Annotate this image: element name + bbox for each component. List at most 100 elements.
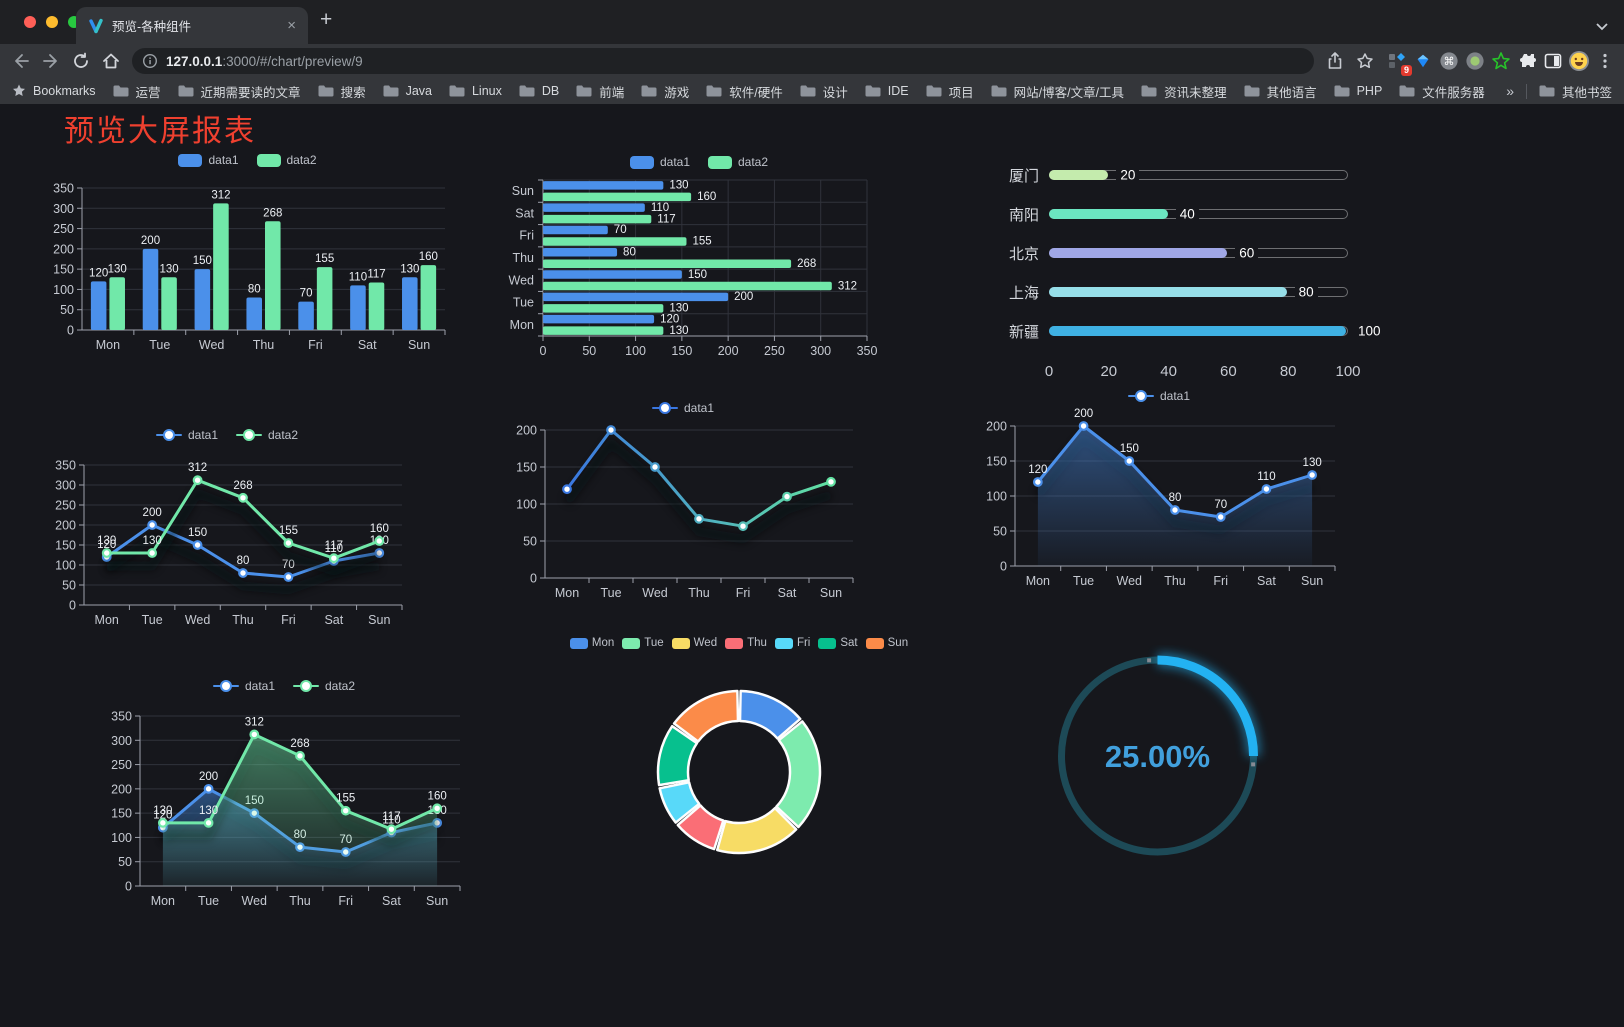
legend-item-data1[interactable]: data1 (155, 428, 218, 442)
progress-fill (1049, 248, 1228, 258)
legend-item-data1[interactable]: data1 (1127, 389, 1190, 403)
progress-row-南阳[interactable]: 南阳 40 (1003, 206, 1348, 224)
bookmark-folder[interactable]: 项目 (926, 82, 974, 101)
svg-text:Sun: Sun (426, 894, 448, 908)
bookmark-folder[interactable]: 资讯未整理 (1141, 82, 1227, 101)
tab-search-chevron-icon[interactable] (1596, 18, 1608, 36)
svg-text:80: 80 (248, 284, 261, 296)
legend-item-Tue[interactable]: Tue (622, 637, 664, 649)
tab-close-icon[interactable]: × (287, 17, 296, 34)
window-minimize-button[interactable] (46, 16, 58, 28)
bookmarks-overflow-button[interactable]: » (1506, 83, 1514, 99)
legend-item-data2[interactable]: data2 (708, 155, 768, 169)
svg-text:110: 110 (325, 543, 343, 555)
bookmark-folder[interactable]: 软件/硬件 (706, 82, 783, 101)
chart-legend: data1 data2 (503, 152, 895, 172)
legend-item-data2[interactable]: data2 (293, 679, 355, 693)
donut-chart[interactable]: Mon Tue Wed Thu Fri Sat Sun (553, 633, 925, 865)
bookmark-folder[interactable]: DB (519, 84, 559, 98)
area-chart-single[interactable]: data1 0 50 100 150 200 Mon Tue Wed Thu Fri Sat Sun 12… (973, 386, 1345, 598)
svg-text:155: 155 (279, 525, 298, 537)
svg-text:268: 268 (263, 207, 282, 219)
legend-item-Sat[interactable]: Sat (818, 637, 858, 649)
legend-item-data1[interactable]: data1 (629, 155, 690, 169)
svg-text:Wed: Wed (242, 894, 268, 908)
legend-item-data1[interactable]: data1 (178, 153, 239, 167)
multi-line-chart[interactable]: data1 data2 0 50 100 150 200 250 300 350 Mon Tue Wed… (42, 425, 412, 637)
progress-row-上海[interactable]: 上海 80 (1003, 284, 1348, 302)
svg-text:0: 0 (125, 880, 132, 894)
url-bar[interactable]: 127.0.0.1:3000/#/chart/preview/9 (132, 48, 1314, 74)
svg-text:Sat: Sat (1257, 574, 1276, 588)
bookmark-folder[interactable]: 文件服务器 (1399, 82, 1485, 101)
progress-row-厦门[interactable]: 厦门 20 (1003, 167, 1348, 185)
svg-text:200: 200 (141, 235, 160, 247)
browser-tab[interactable]: 预览-各种组件 × (76, 7, 308, 44)
progress-row-新疆[interactable]: 新疆 100 (1003, 323, 1385, 341)
gauge-chart[interactable]: 25.00% (1045, 645, 1270, 867)
browser-toolbar: 127.0.0.1:3000/#/chart/preview/9 9 ⌘ (0, 44, 1624, 78)
svg-text:200: 200 (734, 291, 753, 303)
bookmark-folder[interactable]: 前端 (576, 82, 624, 101)
tab-title: 预览-各种组件 (112, 20, 192, 34)
horizontal-bar-chart[interactable]: data1 data2 0 50 100 150 200 250 300 350 Mon Tue Wed… (503, 152, 895, 366)
svg-text:Thu: Thu (512, 251, 534, 265)
svg-text:Sun: Sun (820, 586, 842, 600)
gem-extension-icon[interactable] (1410, 48, 1436, 74)
legend-item-Fri[interactable]: Fri (774, 637, 810, 649)
recorder-extension-icon[interactable] (1462, 48, 1488, 74)
bookmark-folder[interactable]: 运营 (113, 82, 161, 101)
bookmark-folder[interactable]: 搜索 (318, 82, 366, 101)
bookmarks-manager[interactable]: Bookmarks (12, 84, 96, 98)
svg-text:80: 80 (623, 247, 636, 259)
bookmark-folder[interactable]: IDE (865, 84, 909, 98)
legend-item-data2[interactable]: data2 (236, 428, 298, 442)
svg-text:120: 120 (1028, 464, 1047, 476)
legend-item-data1[interactable]: data1 (651, 401, 714, 415)
progress-value: 100 (1354, 323, 1385, 339)
area-chart-multi[interactable]: data1 data2 0 50 100 150 200 250 300 350 Mon Tue Wed… (98, 676, 470, 918)
home-icon[interactable] (96, 46, 126, 76)
legend-item-Thu[interactable]: Thu (725, 637, 767, 649)
svg-text:Mon: Mon (151, 894, 175, 908)
other-bookmarks-folder[interactable]: 其他书签 (1539, 82, 1612, 101)
svg-text:Sun: Sun (408, 338, 430, 352)
progress-row-北京[interactable]: 北京 60 (1003, 245, 1348, 263)
svg-text:Tue: Tue (1073, 574, 1094, 588)
bookmark-folder[interactable]: 游戏 (641, 82, 689, 101)
bookmark-star-icon[interactable] (1350, 46, 1380, 76)
legend-item-Mon[interactable]: Mon (569, 637, 614, 649)
browser-menu-icon[interactable] (1592, 48, 1618, 74)
bookmark-folder[interactable]: Java (383, 84, 432, 98)
side-panel-icon[interactable] (1540, 48, 1566, 74)
site-info-icon[interactable] (142, 53, 158, 69)
emoji-extension-icon[interactable] (1566, 48, 1592, 74)
bookmark-folder[interactable]: 网站/博客/文章/工具 (991, 82, 1124, 101)
svg-text:350: 350 (111, 710, 132, 724)
command-extension-icon[interactable]: ⌘ (1436, 48, 1462, 74)
legend-item-Sun[interactable]: Sun (865, 637, 908, 649)
svg-text:130: 130 (199, 805, 218, 817)
gradient-line-chart[interactable]: data1 0 50 100 150 200 Mon Tue Wed Thu Fri Sat Sun (503, 398, 863, 610)
back-icon[interactable] (6, 46, 36, 76)
legend-item-Wed[interactable]: Wed (671, 637, 717, 649)
legend-item-data2[interactable]: data2 (256, 153, 317, 167)
green-star-extension-icon[interactable] (1488, 48, 1514, 74)
legend-item-data1[interactable]: data1 (212, 679, 275, 693)
bookmark-folder[interactable]: Linux (449, 84, 502, 98)
grouped-bar-chart[interactable]: data1 data2 0 50 100 150 200 250 300 350 Mon Tue Wed… (40, 150, 455, 362)
progress-bar-chart[interactable]: 厦门 20 南阳 40 北京 60 上海 80 新疆 100 0 20 40 60 80 100 (1003, 160, 1385, 386)
chart-legend: data1 (503, 398, 863, 418)
new-tab-button[interactable]: + (320, 8, 333, 31)
window-close-button[interactable] (24, 16, 36, 28)
bookmark-folder[interactable]: PHP (1334, 84, 1382, 98)
tab-manager-extension-icon[interactable]: 9 (1384, 48, 1412, 76)
bookmark-folder[interactable]: 其他语言 (1244, 82, 1317, 101)
reload-icon[interactable] (66, 46, 96, 76)
extensions-puzzle-icon[interactable] (1514, 48, 1540, 74)
forward-icon[interactable] (36, 46, 66, 76)
bookmark-folder[interactable]: 近期需要读的文章 (178, 82, 301, 101)
svg-text:Sun: Sun (1301, 574, 1323, 588)
share-icon[interactable] (1320, 46, 1350, 76)
bookmark-folder[interactable]: 设计 (800, 82, 848, 101)
